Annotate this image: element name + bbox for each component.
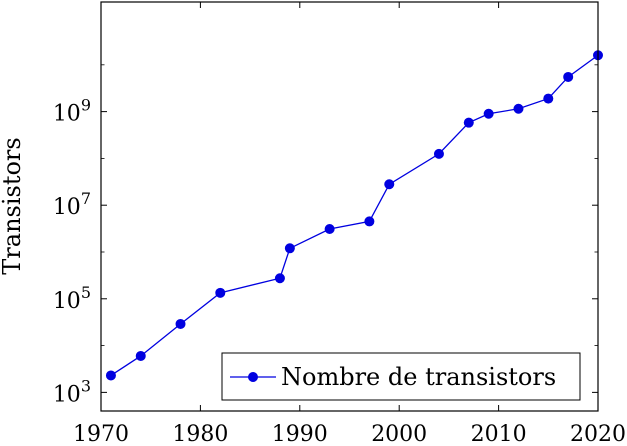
data-layer [105, 50, 603, 381]
data-point [384, 179, 395, 190]
y-axis-label: Transistors [0, 137, 26, 274]
legend: Nombre de transistors [221, 352, 581, 401]
data-point [513, 103, 524, 114]
data-point [175, 318, 186, 329]
x-tick-label: 1970 [73, 422, 129, 446]
data-point [433, 148, 444, 159]
x-tick-label: 2010 [471, 422, 527, 446]
plot-frame [100, 1, 599, 412]
data-point [324, 224, 335, 235]
y-tick-label: 105 [53, 283, 91, 314]
data-point [463, 117, 474, 128]
data-point [105, 370, 116, 381]
data-point [543, 93, 554, 104]
data-point [563, 71, 574, 82]
tick-layer: 1970 1980 1990 2000 2010 2020 103 105 107 109 [53, 2, 626, 446]
legend-label: Nombre de transistors [281, 363, 556, 391]
y-tick-label: 109 [53, 96, 91, 127]
series-line [110, 54, 599, 376]
data-point [274, 273, 285, 284]
data-point [483, 108, 494, 119]
data-point [135, 350, 146, 361]
x-tick-label: 2020 [570, 422, 626, 446]
legend-box [221, 352, 581, 401]
data-point [284, 243, 295, 254]
legend-marker [248, 372, 258, 382]
data-point [215, 287, 226, 298]
y-tick-label: 103 [53, 376, 91, 407]
x-tick-label: 2000 [371, 422, 427, 446]
data-point [364, 216, 375, 227]
x-tick-label: 1980 [172, 422, 228, 446]
x-tick-label: 1990 [272, 422, 328, 446]
y-tick-label: 107 [53, 189, 91, 220]
